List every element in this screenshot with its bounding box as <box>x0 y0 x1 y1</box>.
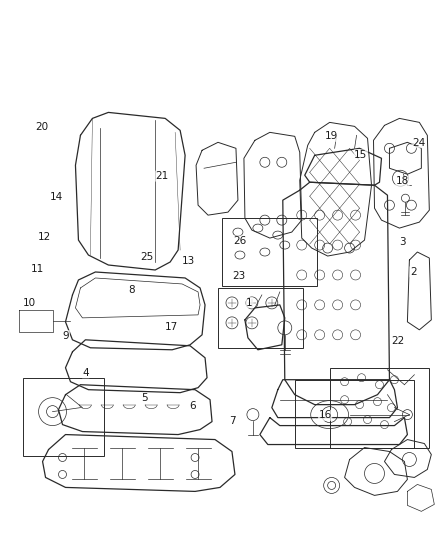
Text: 22: 22 <box>392 336 405 346</box>
Text: 26: 26 <box>233 236 247 246</box>
Text: 1: 1 <box>246 297 253 308</box>
Text: 8: 8 <box>128 286 135 295</box>
Text: 9: 9 <box>63 330 70 341</box>
Text: 2: 2 <box>410 267 417 277</box>
Text: 15: 15 <box>354 150 367 160</box>
Text: 13: 13 <box>182 256 195 266</box>
Text: 14: 14 <box>50 192 63 203</box>
Text: 12: 12 <box>38 232 51 242</box>
Text: 25: 25 <box>140 253 154 262</box>
Text: 18: 18 <box>396 176 409 187</box>
Bar <box>295 379 414 448</box>
Text: 16: 16 <box>318 410 332 421</box>
Text: 23: 23 <box>232 271 245 281</box>
Bar <box>330 368 429 448</box>
Text: 20: 20 <box>35 122 49 132</box>
Text: 19: 19 <box>325 131 338 141</box>
Text: 17: 17 <box>165 322 178 332</box>
Text: 4: 4 <box>82 368 89 378</box>
Bar <box>218 288 303 348</box>
Text: 10: 10 <box>22 297 35 308</box>
Text: 6: 6 <box>190 401 196 411</box>
Bar <box>222 218 317 286</box>
Text: 7: 7 <box>229 416 235 426</box>
Text: 21: 21 <box>155 171 169 181</box>
Text: 11: 11 <box>31 264 44 274</box>
Text: 24: 24 <box>412 138 425 148</box>
Text: 3: 3 <box>399 237 406 247</box>
Bar <box>23 378 104 456</box>
Text: 5: 5 <box>141 393 148 403</box>
